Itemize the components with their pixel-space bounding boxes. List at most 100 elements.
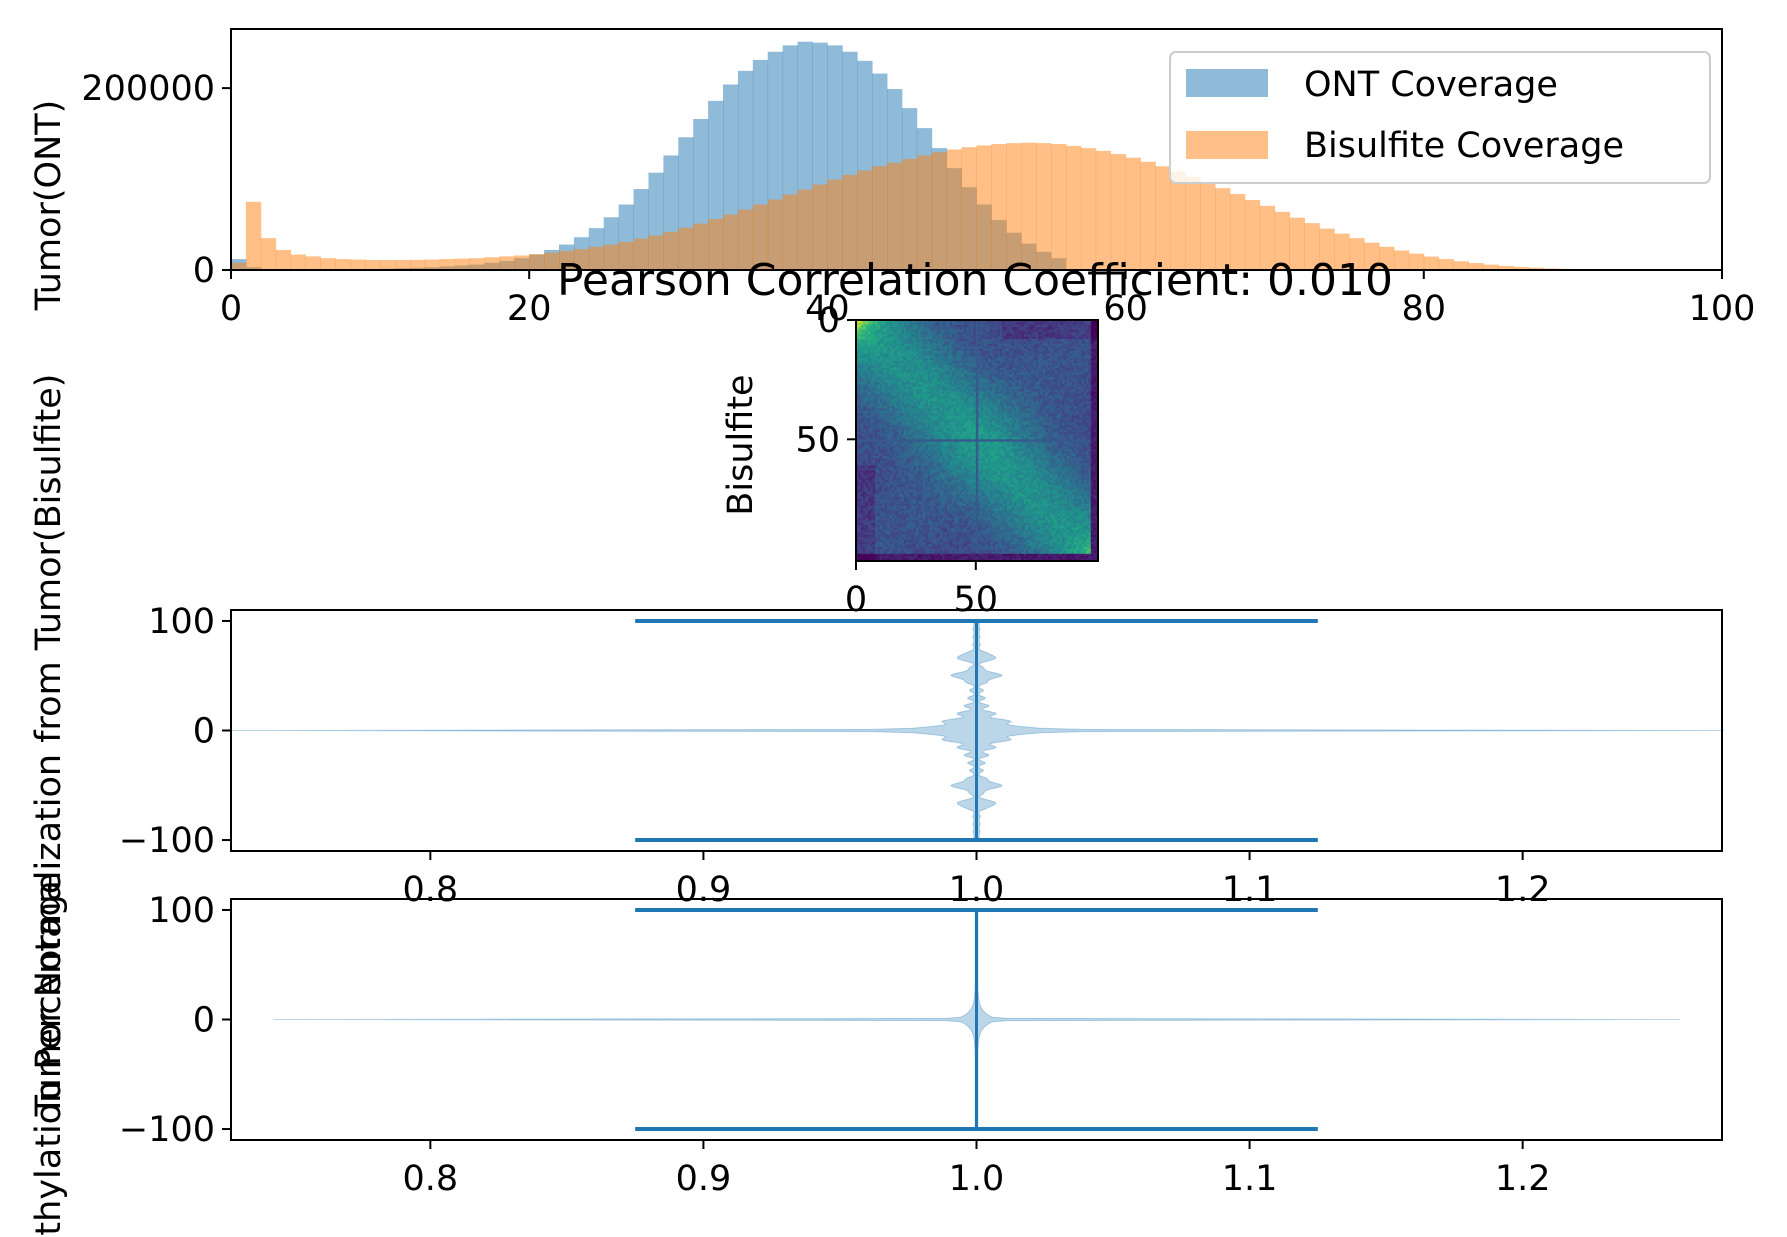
heatmap-cell bbox=[1090, 374, 1094, 378]
heatmap-cell bbox=[1004, 374, 1008, 378]
heatmap-cell bbox=[949, 398, 953, 402]
heatmap-cell bbox=[951, 410, 955, 414]
heatmap-cell bbox=[1057, 339, 1061, 342]
heatmap-cell bbox=[894, 391, 898, 395]
heatmap-cell bbox=[937, 401, 941, 404]
heatmap-cell bbox=[1042, 370, 1046, 373]
heatmap-cell bbox=[1021, 389, 1025, 392]
heatmap-cell bbox=[961, 403, 965, 407]
heatmap-cell bbox=[865, 343, 869, 347]
heatmap-cell bbox=[863, 353, 866, 357]
heatmap-cell bbox=[1006, 393, 1010, 397]
heatmap-cell bbox=[949, 372, 953, 376]
heatmap-cell bbox=[1047, 405, 1051, 409]
heatmap-cell bbox=[882, 403, 886, 407]
heatmap-cell bbox=[1042, 346, 1046, 349]
heatmap-cell bbox=[925, 374, 929, 378]
heatmap-cell bbox=[1086, 339, 1089, 342]
heatmap-cell bbox=[947, 382, 950, 385]
heatmap-cell bbox=[963, 341, 967, 345]
heatmap-cell bbox=[894, 415, 898, 419]
heatmap-cell bbox=[896, 360, 900, 364]
heatmap-cell bbox=[1069, 429, 1072, 433]
heatmap-cell bbox=[1021, 331, 1025, 335]
heatmap-cell bbox=[930, 372, 934, 376]
heatmap-cell bbox=[971, 413, 974, 416]
heatmap-cell bbox=[920, 391, 924, 395]
heatmap-cell bbox=[932, 393, 936, 397]
heatmap-cell bbox=[911, 377, 914, 381]
heatmap-cell bbox=[1076, 422, 1080, 426]
heatmap-cell bbox=[973, 377, 977, 381]
heatmap-cell bbox=[1014, 339, 1017, 342]
heatmap-cell bbox=[891, 341, 895, 345]
heatmap-cell bbox=[856, 398, 859, 402]
heatmap-cell bbox=[949, 413, 953, 416]
heatmap-cell bbox=[949, 396, 953, 400]
heatmap-cell bbox=[860, 403, 864, 407]
heatmap-cell bbox=[1002, 353, 1005, 357]
heatmap-cell bbox=[1042, 384, 1046, 388]
heatmap-cell bbox=[1028, 382, 1032, 385]
heatmap-cell bbox=[990, 393, 993, 397]
heatmap-cell bbox=[1023, 410, 1027, 414]
heatmap-cell bbox=[973, 327, 977, 330]
heatmap-cell bbox=[1054, 360, 1058, 364]
heatmap-cell bbox=[1026, 427, 1029, 431]
heatmap-cell bbox=[1062, 334, 1065, 338]
heatmap-cell bbox=[942, 365, 946, 369]
heatmap-cell bbox=[966, 370, 969, 373]
heatmap-cell bbox=[927, 348, 931, 352]
heatmap-cell bbox=[1050, 391, 1053, 395]
heatmap-cell bbox=[961, 334, 965, 338]
heatmap-cell bbox=[997, 367, 1001, 371]
heatmap-cell bbox=[1030, 365, 1034, 369]
heatmap-cell bbox=[1021, 367, 1025, 371]
heatmap-cell bbox=[968, 324, 972, 328]
heatmap-cell bbox=[935, 401, 938, 404]
heatmap-cell bbox=[1011, 360, 1015, 364]
heatmap-cell bbox=[856, 322, 859, 326]
heatmap-cell bbox=[899, 379, 902, 383]
heatmap-cell bbox=[1078, 351, 1082, 354]
heatmap-cell bbox=[925, 365, 929, 369]
heatmap-cell bbox=[1064, 331, 1068, 335]
heatmap-cell bbox=[963, 384, 967, 388]
heatmap-cell bbox=[918, 346, 922, 349]
heatmap-cell bbox=[932, 372, 936, 376]
heatmap-cell bbox=[944, 360, 948, 364]
heatmap-cell bbox=[939, 422, 943, 426]
heatmap-cell bbox=[887, 339, 890, 342]
heatmap-cell bbox=[1004, 327, 1008, 330]
heatmap-cell bbox=[906, 362, 910, 366]
heatmap-cell bbox=[1057, 322, 1061, 326]
heatmap-cell bbox=[956, 422, 960, 426]
heatmap-cell bbox=[1086, 413, 1089, 416]
heatmap-cell bbox=[1026, 382, 1029, 385]
heatmap-cell bbox=[966, 377, 969, 381]
heatmap-cell bbox=[968, 389, 972, 392]
heatmap-cell bbox=[901, 322, 905, 326]
heatmap-cell bbox=[927, 343, 931, 347]
heatmap-cell bbox=[1018, 324, 1022, 328]
heatmap-cell bbox=[1026, 334, 1029, 338]
heatmap-cell bbox=[978, 384, 981, 388]
heatmap-cell bbox=[879, 401, 883, 404]
heatmap-cell bbox=[877, 403, 881, 407]
heatmap-cell bbox=[999, 396, 1003, 400]
heatmap-cell bbox=[915, 413, 919, 416]
heatmap-cell bbox=[1095, 320, 1099, 323]
heatmap-cell bbox=[982, 374, 986, 378]
histogram-bar bbox=[1215, 188, 1231, 270]
histogram-bar bbox=[737, 209, 754, 270]
heatmap-cell bbox=[937, 327, 941, 330]
heatmap-cell bbox=[978, 362, 981, 366]
heatmap-cell bbox=[903, 389, 907, 392]
heatmap-cell bbox=[913, 374, 917, 378]
histogram-bar bbox=[559, 250, 575, 270]
heatmap-cell bbox=[980, 377, 984, 381]
heatmap-cell bbox=[1016, 367, 1020, 371]
heatmap-cell bbox=[1014, 377, 1017, 381]
heatmap-cell bbox=[1006, 331, 1010, 335]
heatmap-cell bbox=[944, 413, 948, 416]
